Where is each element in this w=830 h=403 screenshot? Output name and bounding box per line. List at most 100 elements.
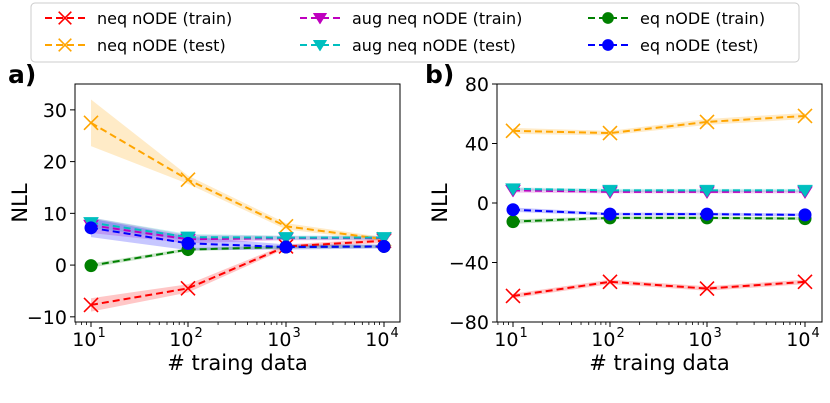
data-point: [699, 280, 715, 297]
legend-entry-aug-neq-node-test: aug neq nODE (test): [300, 36, 516, 55]
data-point: [84, 221, 98, 235]
x-tick-label: 102: [169, 326, 202, 351]
data-point: [83, 115, 99, 131]
data-point: [278, 218, 294, 234]
legend-label: neq nODE (test): [97, 36, 226, 55]
x-tick-label: 101: [72, 326, 105, 351]
panel-b-bands: [513, 113, 805, 299]
x-tick-label: 102: [591, 326, 624, 351]
data-point: [699, 184, 715, 198]
data-point-stroke: [180, 280, 196, 296]
series-aug-neq-node-test: [505, 183, 813, 198]
band-eq-node-test: [91, 218, 384, 251]
data-point-stroke: [602, 274, 618, 290]
y-tick-label: 30: [43, 100, 67, 122]
series-line: [90, 221, 384, 239]
panel-b: b) −80 −40 0 40 80 101 102 103 104 # traing data N…: [425, 60, 823, 375]
x-axis-label: # traing data: [167, 351, 307, 375]
legend-marker-stroke: [58, 38, 72, 52]
panel-a-label: a): [8, 60, 36, 89]
x-tick-label: 104: [365, 326, 398, 351]
x-tick-label: 103: [688, 326, 721, 351]
legend-marker: [602, 12, 614, 24]
series-eq-node-test: [506, 203, 812, 222]
series-line: [90, 239, 385, 306]
y-tick-label: 20: [43, 152, 67, 174]
x-tick-exponent: 1: [97, 326, 105, 341]
data-point-stroke: [797, 274, 813, 290]
legend-entry-eq-node-test: eq nODE (test): [588, 36, 759, 55]
panel-a: a) −10 0 10 20 30 101 102 103 104 # traing data NL…: [8, 60, 401, 375]
data-point: [180, 172, 196, 188]
data-point: [505, 123, 521, 139]
data-point: [603, 207, 617, 221]
data-point-stroke: [505, 123, 521, 139]
x-tick-exponent: 4: [390, 326, 398, 341]
data-point-stroke: [699, 280, 715, 297]
data-point-stroke: [180, 172, 196, 188]
data-point: [506, 203, 520, 217]
y-tick-label: 10: [43, 203, 67, 225]
legend-label: eq nODE (train): [640, 9, 765, 28]
band-neq-node-test: [513, 113, 805, 136]
series-line: [90, 121, 385, 241]
data-point: [798, 208, 812, 222]
legend-marker: [58, 38, 72, 52]
y-tick-label: 0: [477, 193, 489, 215]
series-neq-node-train: [505, 274, 813, 304]
y-tick-label: −80: [449, 312, 489, 334]
x-tick-label: 103: [267, 326, 300, 351]
data-point: [279, 240, 293, 254]
series-line: [90, 226, 385, 248]
series-line: [512, 208, 806, 216]
data-point: [602, 125, 618, 141]
panel-a-bands: [91, 99, 384, 312]
legend: neq nODE (train) neq nODE (test) aug neq n…: [30, 2, 800, 63]
series-neq-node-test: [505, 108, 813, 141]
data-point: [83, 297, 99, 313]
data-point: [797, 274, 813, 290]
data-point-stroke: [797, 108, 813, 124]
data-point: [181, 236, 195, 250]
legend-label: aug neq nODE (train): [352, 9, 522, 28]
y-tick-label: −40: [449, 253, 489, 275]
y-axis-label: NLL: [428, 183, 452, 222]
data-point-stroke: [699, 114, 715, 130]
x-tick-exponent: 3: [292, 326, 300, 341]
y-tick-label: 80: [465, 74, 489, 96]
series-line: [512, 114, 806, 135]
x-tick-exponent: 2: [194, 326, 202, 341]
legend-label: neq nODE (train): [97, 9, 232, 28]
band-eq-node-test: [513, 207, 805, 217]
data-point-stroke: [278, 218, 294, 234]
data-point: [180, 280, 196, 296]
y-tick-label: −10: [27, 307, 67, 329]
band-neq-node-test: [91, 99, 384, 242]
data-point: [602, 274, 618, 290]
band-neq-node-train: [91, 238, 384, 312]
band-neq-node-train: [513, 279, 805, 299]
legend-entry-neq-node-train: neq nODE (train): [45, 9, 232, 28]
panel-b-label: b): [425, 60, 454, 89]
x-tick-exponent: 2: [616, 326, 624, 341]
series-line: [512, 216, 806, 223]
data-point: [505, 183, 521, 197]
data-point: [84, 259, 98, 273]
y-axis-label: NLL: [8, 183, 32, 222]
legend-marker: [602, 39, 614, 51]
series-aug-neq-node-train: [505, 184, 813, 200]
x-tick-exponent: 3: [713, 326, 721, 341]
data-point-stroke: [505, 288, 521, 304]
legend-entry-neq-node-test: neq nODE (test): [45, 36, 226, 55]
series-line: [512, 187, 805, 192]
legend-marker-stroke: [58, 11, 72, 25]
data-point: [797, 108, 813, 124]
series-line: [512, 280, 806, 297]
y-tick-label: 0: [55, 255, 67, 277]
data-point-stroke: [83, 115, 99, 131]
data-point-stroke: [83, 297, 99, 313]
x-tick-exponent: 1: [519, 326, 527, 341]
x-tick-label: 101: [494, 326, 527, 351]
legend-label: eq nODE (test): [640, 36, 759, 55]
